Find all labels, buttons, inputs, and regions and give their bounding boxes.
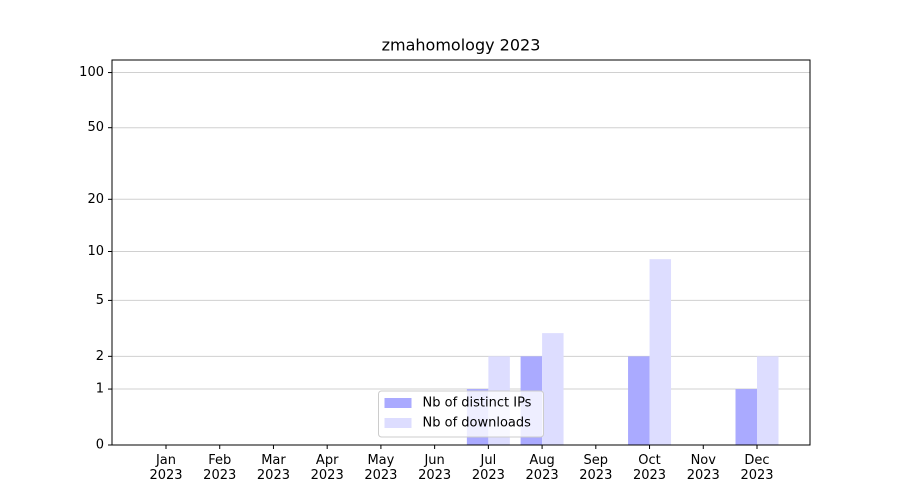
legend-label: Nb of distinct IPs (423, 396, 532, 411)
bar (542, 333, 564, 445)
x-tick-label: Jun 2023 (418, 453, 452, 483)
bar (757, 356, 779, 445)
bar (628, 356, 650, 445)
y-tick-label: 2 (96, 349, 104, 364)
x-tick-label: Apr 2023 (310, 453, 344, 483)
y-tick-label: 1 (96, 382, 104, 397)
x-tick-label: Jul 2023 (471, 453, 505, 483)
legend-box (378, 390, 544, 438)
y-tick-label: 100 (79, 65, 104, 80)
y-tick-label: 10 (87, 244, 104, 259)
y-tick-label: 0 (96, 438, 104, 453)
chart-title: zmahomology 2023 (382, 36, 541, 55)
x-tick-label: Aug 2023 (525, 453, 559, 483)
y-tick-label: 50 (87, 120, 104, 135)
y-tick-label: 20 (87, 192, 104, 207)
x-tick-label: Jan 2023 (149, 453, 183, 483)
x-tick-label: Oct 2023 (632, 453, 667, 483)
bar (735, 389, 757, 445)
y-tick-label: 5 (96, 293, 104, 308)
legend-swatch (384, 398, 412, 408)
axes-frame (111, 59, 811, 446)
x-tick-label: Sep 2023 (579, 453, 613, 483)
legend: Nb of distinct IPs Nb of downloads (378, 390, 544, 438)
x-tick-label: Dec 2023 (740, 453, 774, 483)
x-tick-label: Feb 2023 (203, 453, 237, 483)
x-tick-label: Nov 2023 (686, 453, 720, 483)
legend-label: Nb of downloads (423, 416, 532, 431)
x-tick-label: Mar 2023 (256, 453, 290, 483)
legend-swatch (384, 418, 412, 428)
bar (649, 259, 672, 445)
x-tick-label: May 2023 (364, 453, 398, 483)
